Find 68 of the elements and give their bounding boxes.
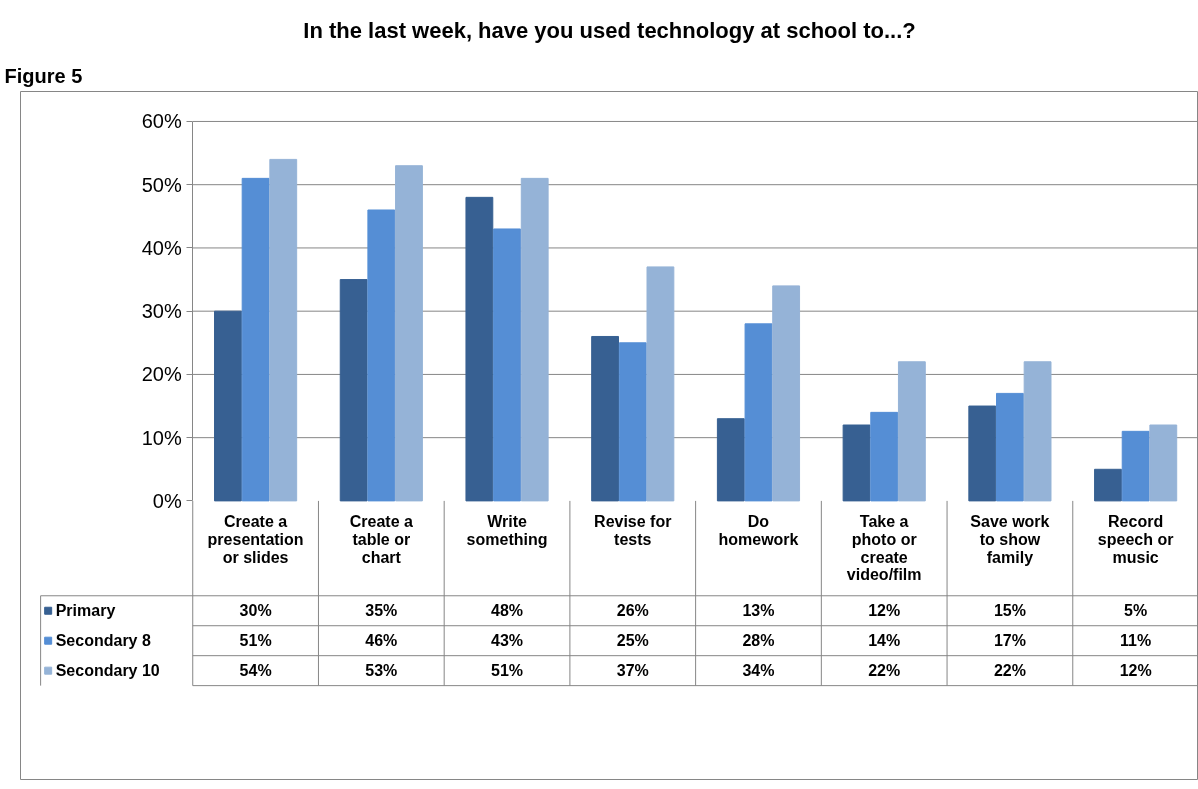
- bar: [870, 411, 899, 502]
- bar: [897, 361, 926, 502]
- bar: [618, 342, 647, 502]
- x-tick-label: Create a presentation or slides: [207, 512, 304, 566]
- y-tick-label: 20%: [141, 363, 182, 386]
- legend-label: Primary: [55, 602, 116, 620]
- bar: [996, 392, 1024, 502]
- data-label: 14%: [868, 632, 901, 650]
- bar: [493, 228, 521, 502]
- x-tick-label: Revise for tests: [594, 512, 672, 548]
- x-tick-label: Write something: [466, 512, 548, 548]
- data-label: 12%: [1119, 662, 1152, 680]
- bar: [465, 196, 494, 502]
- data-label: 54%: [239, 662, 272, 680]
- bar: [395, 165, 423, 502]
- data-label: 48%: [491, 602, 524, 620]
- data-label: 25%: [616, 632, 649, 650]
- bar: [1023, 361, 1052, 502]
- data-label: 22%: [868, 662, 901, 680]
- legend-label: Secondary 8: [55, 632, 151, 650]
- x-tick-label: Record speech or music: [1097, 512, 1174, 566]
- data-label: 43%: [491, 632, 524, 650]
- data-label: 51%: [491, 662, 524, 680]
- x-tick-label: Create a table or chart: [349, 512, 413, 566]
- data-label: 11%: [1120, 632, 1152, 650]
- data-label: 28%: [742, 632, 775, 650]
- data-label: 22%: [993, 662, 1026, 680]
- data-label: 26%: [616, 602, 649, 620]
- bar: [716, 418, 745, 502]
- bar: [1121, 430, 1150, 502]
- bar: [744, 323, 773, 502]
- y-tick-label: 0%: [152, 489, 182, 512]
- bar: [339, 279, 368, 502]
- bar: [772, 285, 801, 502]
- data-label: 17%: [993, 632, 1026, 650]
- data-label: 12%: [868, 602, 901, 620]
- bar: [842, 424, 871, 502]
- y-tick-label: 50%: [141, 173, 182, 196]
- bar: [241, 177, 270, 502]
- data-label: 15%: [993, 602, 1026, 620]
- bar: [1149, 424, 1178, 502]
- bar: [269, 158, 298, 502]
- x-tick-label: Save work to show family: [970, 512, 1050, 566]
- legend-label: Secondary 10: [55, 662, 160, 680]
- data-label: 35%: [365, 602, 398, 620]
- data-label: 53%: [365, 662, 398, 680]
- bar: [968, 405, 997, 502]
- bar: [214, 310, 242, 502]
- x-tick-label: Do homework: [718, 512, 799, 548]
- data-label: 34%: [742, 662, 775, 680]
- caption: Figure 5: [4, 64, 83, 87]
- bar: [1094, 468, 1122, 502]
- y-tick-label: 30%: [141, 300, 182, 323]
- bar: [591, 335, 620, 502]
- chart-title: In the last week, have you used technology at school to...?: [303, 17, 916, 43]
- y-tick-label: 40%: [141, 236, 182, 259]
- y-tick-label: 10%: [141, 426, 182, 449]
- data-label: 13%: [742, 602, 775, 620]
- data-label: 37%: [616, 662, 649, 680]
- x-tick-label: Take a photo or create video/film: [846, 512, 922, 584]
- bar: [520, 177, 549, 502]
- data-label: 30%: [239, 602, 272, 620]
- data-label: 46%: [365, 632, 398, 650]
- data-label: 5%: [1124, 602, 1148, 620]
- bar: [646, 266, 675, 502]
- bar: [367, 209, 396, 502]
- data-label: 51%: [239, 632, 272, 650]
- y-tick-label: 60%: [141, 110, 182, 133]
